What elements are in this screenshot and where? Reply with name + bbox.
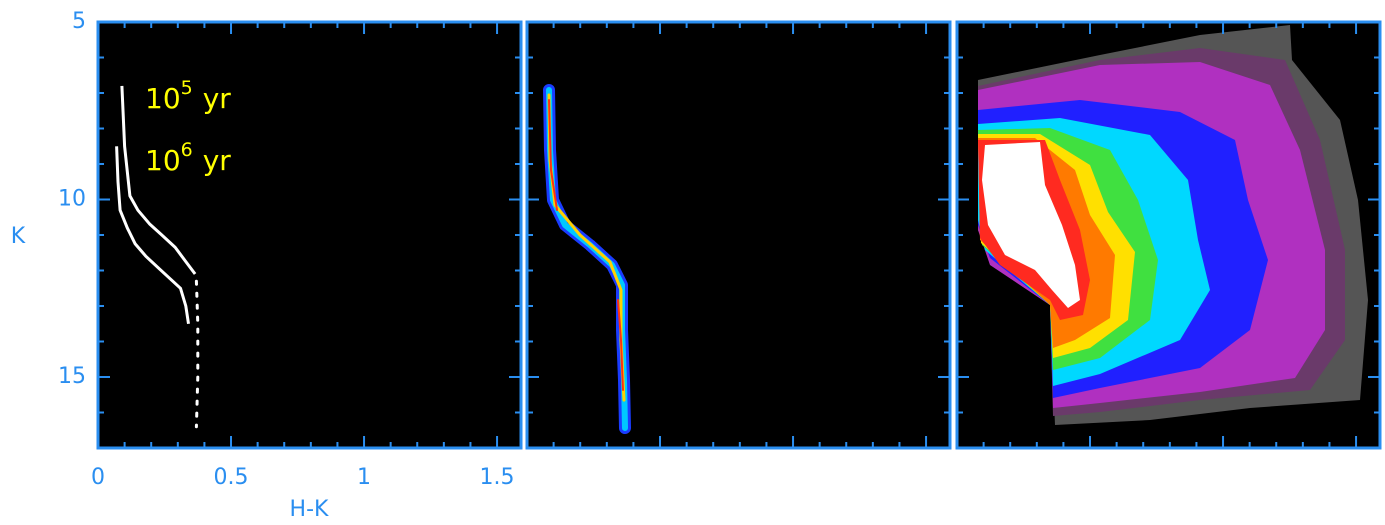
y-tick-label: 10 <box>58 187 86 212</box>
x-tick-label: 0.5 <box>214 465 249 490</box>
y-tick-label: 15 <box>58 364 86 389</box>
age-unit: yr <box>203 82 232 115</box>
x-axis-label: H-K <box>290 497 329 522</box>
age-exponent: 6 <box>181 139 193 161</box>
density-map-broad <box>978 25 1368 425</box>
age-label: 106 yr <box>145 139 231 178</box>
x-tick-label: 0 <box>91 465 105 490</box>
age-unit: yr <box>203 144 232 177</box>
age-exponent: 5 <box>181 77 193 99</box>
y-tick-label: 5 <box>72 9 86 34</box>
panel-2-background <box>527 22 950 448</box>
isochrone-line <box>120 85 197 275</box>
age-base: 10 <box>145 82 181 115</box>
y-axis-label: K <box>11 224 26 249</box>
age-base: 10 <box>145 144 181 177</box>
x-tick-label: 1.5 <box>480 465 515 490</box>
density-map-narrow <box>543 84 631 434</box>
age-label: 105 yr <box>145 77 231 116</box>
panel-1-background <box>98 22 521 448</box>
isochrone-line <box>194 279 200 429</box>
isochrone-line <box>115 146 190 325</box>
x-tick-label: 1 <box>357 465 371 490</box>
